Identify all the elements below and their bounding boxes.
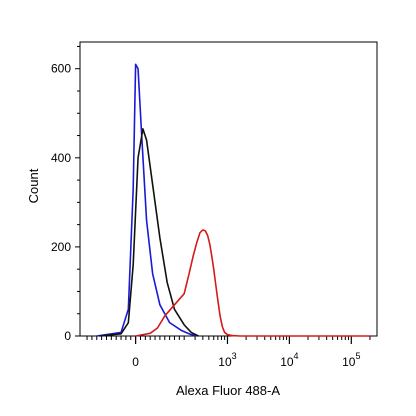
- y-tick-label: 600: [51, 62, 71, 76]
- x-tick-label: 104: [280, 351, 298, 369]
- histogram-line-2: [99, 128, 199, 337]
- histogram-line-1: [96, 63, 198, 337]
- x-tick-label: 0: [132, 355, 139, 369]
- plot-border: [79, 41, 378, 337]
- y-tick-label: 200: [51, 240, 71, 254]
- histogram-line-3: [135, 229, 370, 337]
- y-axis-title: Count: [26, 168, 41, 203]
- y-tick-label: 0: [64, 329, 71, 343]
- x-axis: 0 103 104 105: [86, 336, 371, 369]
- x-tick-label: 103: [218, 351, 236, 369]
- x-axis-title: Alexa Fluor 488-A: [176, 383, 280, 398]
- plot-area-frame: [79, 41, 378, 337]
- x-tick-label: 105: [342, 351, 360, 369]
- y-tick-label: 400: [51, 151, 71, 165]
- series-layer: [96, 63, 370, 337]
- y-axis: 0 200 400 600: [51, 45, 80, 343]
